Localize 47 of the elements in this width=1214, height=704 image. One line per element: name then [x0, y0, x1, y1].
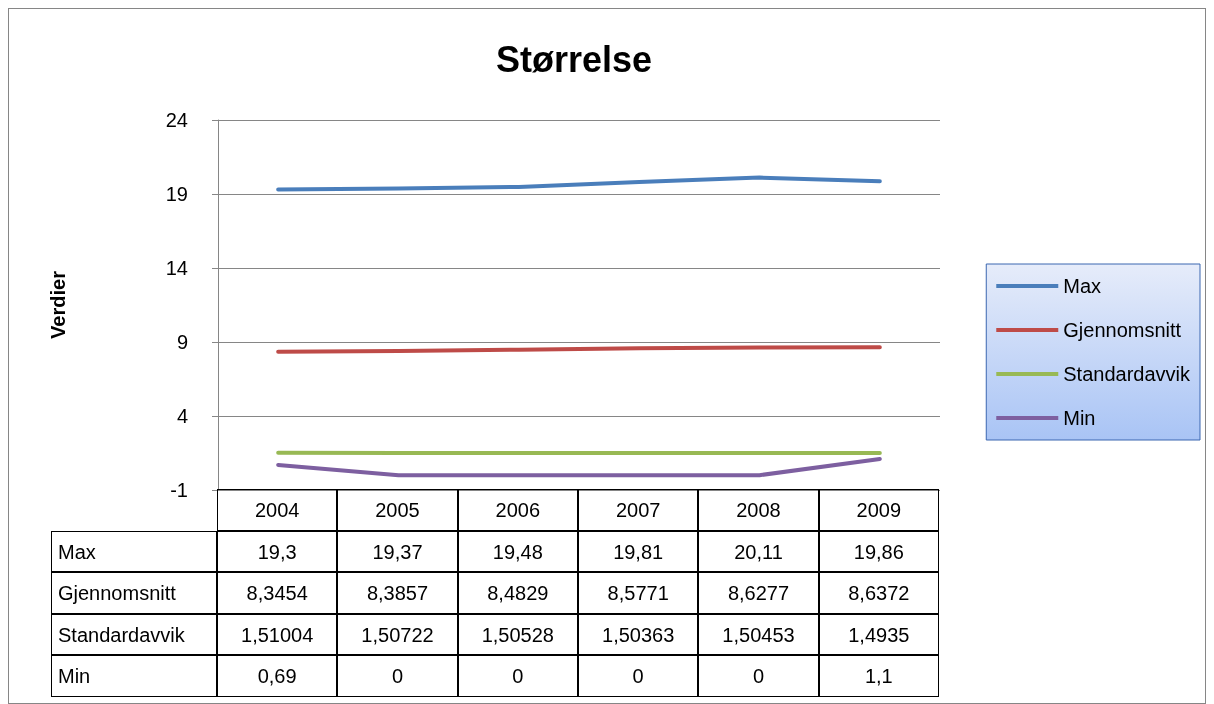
data-label: 0 — [578, 655, 699, 697]
data-label: 19,3 — [217, 530, 338, 572]
y-axis-title: Verdier — [47, 270, 69, 339]
y-tick-label: 24 — [165, 109, 188, 131]
data-label: 20,11 — [698, 530, 819, 572]
y-tick-label: 14 — [165, 257, 188, 279]
text: Min — [58, 665, 91, 687]
chart-title: Størrelse — [495, 38, 653, 80]
data-label: 0 — [457, 655, 578, 697]
data-label: 0 — [698, 655, 819, 697]
data-label: 19,37 — [337, 530, 458, 572]
y-tick-label: 9 — [176, 331, 188, 353]
legend-label: Gjennomsnitt — [1063, 319, 1182, 341]
x-tick-label: 2004 — [217, 489, 338, 531]
text: Max — [58, 540, 96, 563]
data-label: 8,5771 — [578, 572, 699, 614]
legend-label: Min — [1063, 407, 1096, 429]
data-label: 0,69 — [217, 655, 338, 697]
y-tick-label: 4 — [176, 405, 188, 427]
data-label: 8,4829 — [457, 572, 578, 614]
y-tick-label: -1 — [170, 479, 188, 501]
data-label: 8,3857 — [337, 572, 458, 614]
x-tick-label: 2006 — [457, 489, 578, 531]
data-label: 8,6277 — [698, 572, 819, 614]
data-label: 19,81 — [578, 530, 699, 572]
text: Gjennomsnitt — [58, 582, 176, 604]
legend-label: Max — [1063, 275, 1102, 297]
data-label: 1,1 — [818, 655, 939, 697]
data-label: 1,50453 — [698, 613, 819, 655]
y-tick-label: 19 — [165, 183, 188, 205]
x-tick-label: 2008 — [698, 489, 819, 531]
data-label: 1,51004 — [217, 613, 338, 655]
data-label: 8,3454 — [217, 572, 338, 614]
data-label: 19,86 — [818, 530, 939, 572]
legend-label: Standardavvik — [1063, 363, 1191, 385]
data-label: 1,50363 — [578, 613, 699, 655]
data-label: 0 — [337, 655, 458, 697]
data-label: 1,4935 — [818, 613, 939, 655]
x-tick-label: 2005 — [337, 489, 458, 531]
data-label: 19,48 — [457, 530, 578, 572]
x-tick-label: 2009 — [818, 489, 939, 531]
data-label: 1,50528 — [457, 613, 578, 655]
data-label: 1,50722 — [337, 613, 458, 655]
text: Standardavvik — [58, 623, 185, 646]
line-series — [276, 175, 882, 192]
data-label: 8,6372 — [818, 572, 939, 614]
x-tick-label: 2007 — [578, 489, 699, 531]
